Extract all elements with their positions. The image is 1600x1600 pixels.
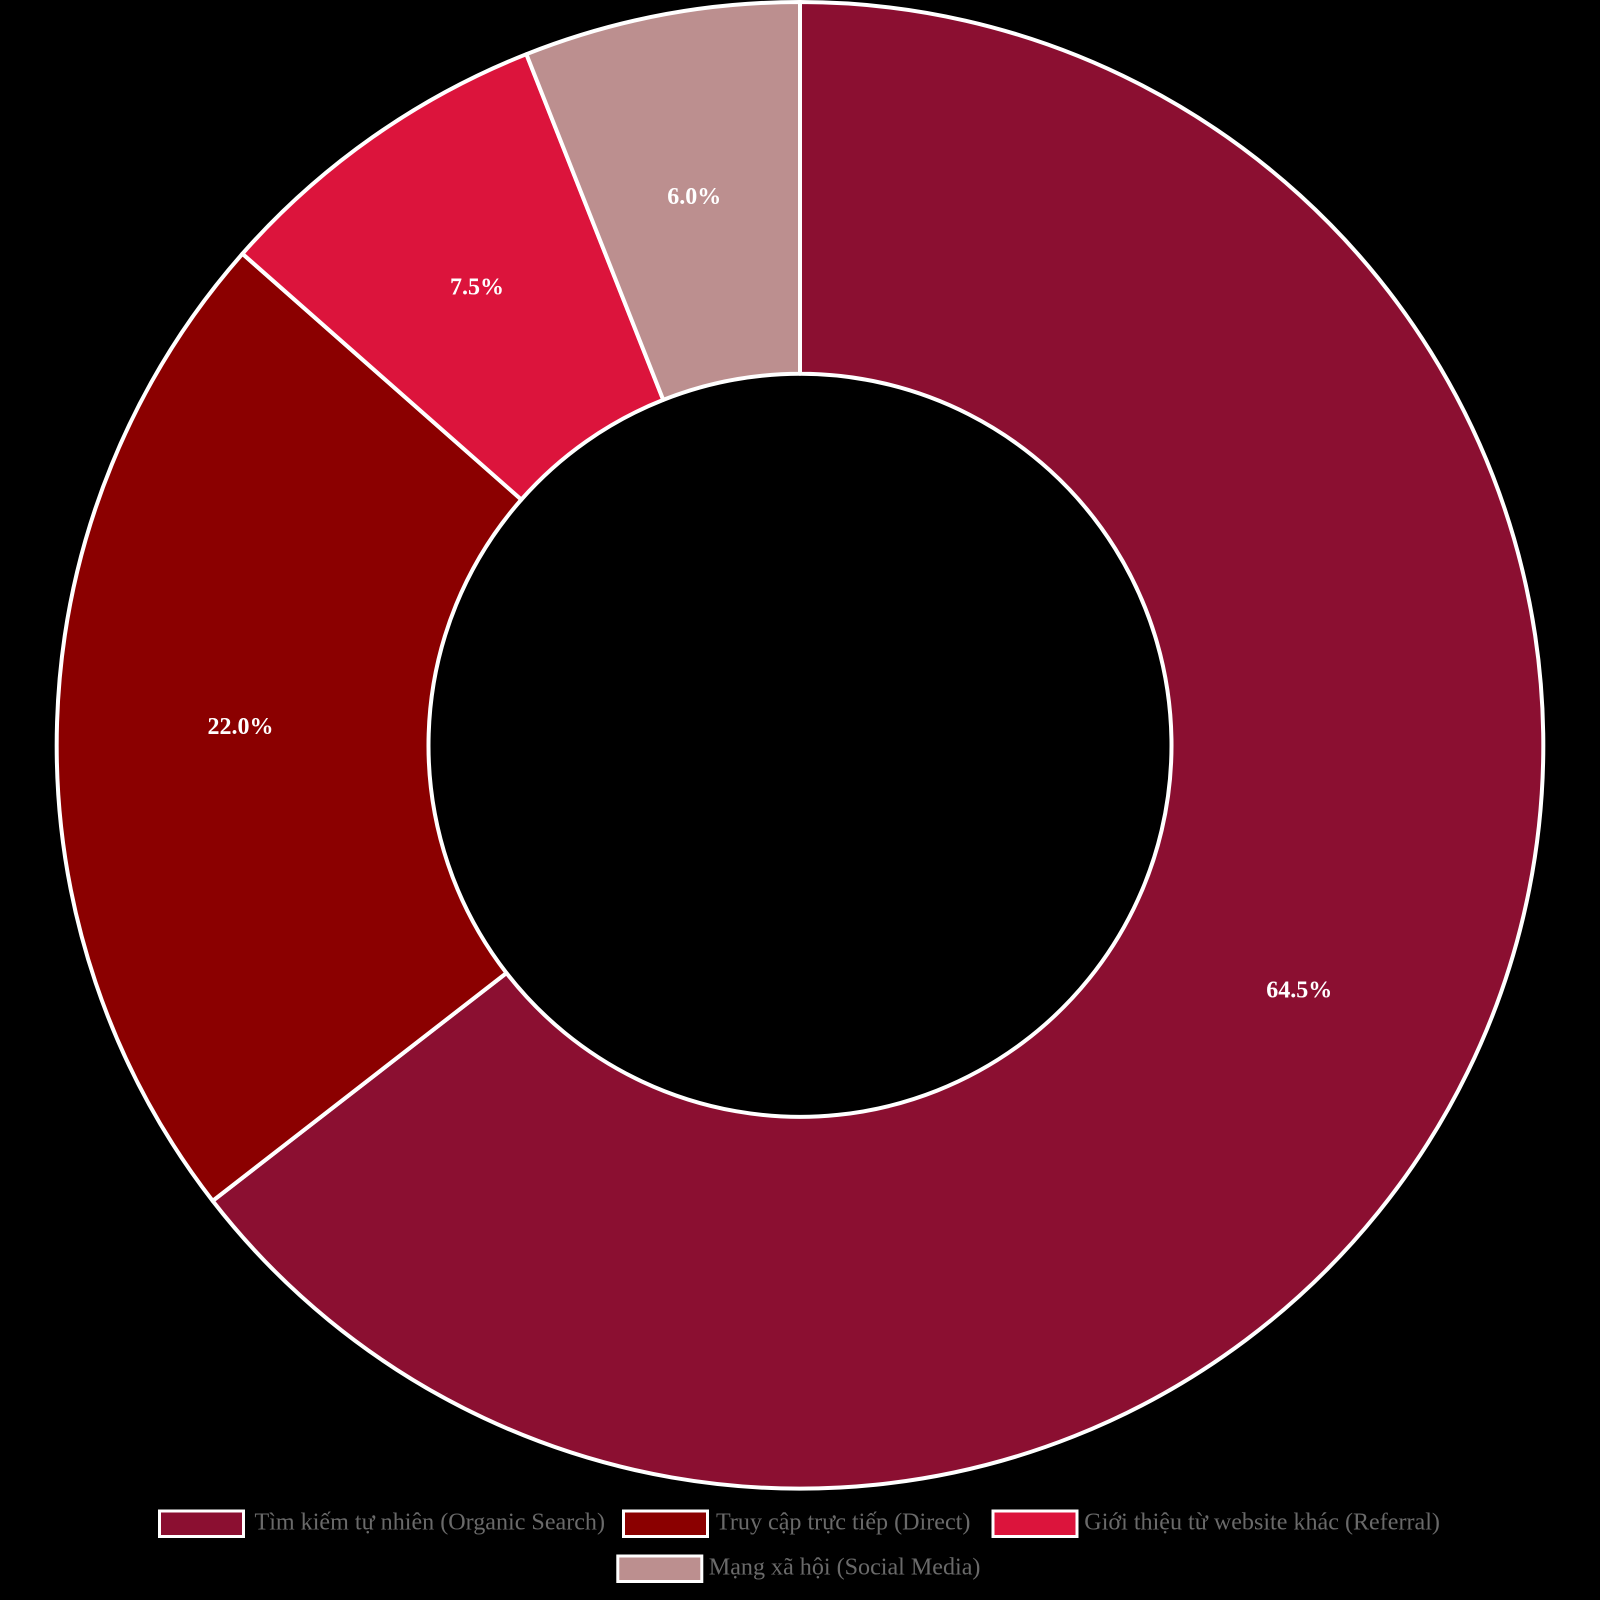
svg-text:7.5%: 7.5% bbox=[450, 274, 504, 300]
svg-text:22.0%: 22.0% bbox=[208, 714, 274, 740]
svg-text:Mạng xã hội (Social Media): Mạng xã hội (Social Media) bbox=[709, 1554, 981, 1580]
svg-text:6.0%: 6.0% bbox=[667, 184, 721, 210]
svg-text:Tìm kiếm tự nhiên (Organic Sea: Tìm kiếm tự nhiên (Organic Search) bbox=[255, 1510, 606, 1536]
svg-text:64.5%: 64.5% bbox=[1266, 977, 1332, 1003]
svg-text:Giới thiệu từ website khác (Re: Giới thiệu từ website khác (Referral) bbox=[1084, 1510, 1440, 1536]
svg-text:Truy cập trực tiếp (Direct): Truy cập trực tiếp (Direct) bbox=[716, 1510, 970, 1536]
